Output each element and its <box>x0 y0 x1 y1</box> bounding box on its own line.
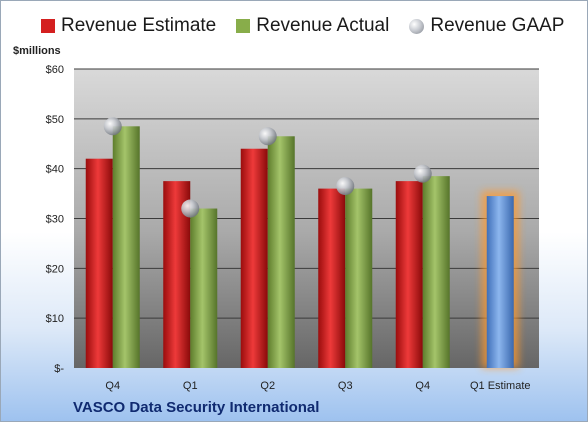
bar-estimate <box>395 181 423 368</box>
x-tick-label: Q4 <box>105 380 120 392</box>
x-tick-label: Q2 <box>260 380 275 392</box>
gaap-marker <box>258 127 277 146</box>
company-name: VASCO Data Security International <box>73 399 320 416</box>
gaap-marker <box>181 199 200 218</box>
y-tick-label: $- <box>54 363 64 375</box>
grid-lines <box>74 68 539 319</box>
legend: Revenue Estimate Revenue Actual Revenue … <box>41 15 584 37</box>
legend-item-estimate: Revenue Estimate <box>41 15 216 37</box>
y-axis-ticks: $- $10 $20 $30 $40 $50 $60 <box>46 64 65 375</box>
legend-item-gaap: Revenue GAAP <box>409 15 564 37</box>
y-tick-label: $40 <box>46 164 64 176</box>
bar-actual <box>422 176 450 368</box>
gaap-markers <box>103 117 432 218</box>
y-tick-label: $30 <box>46 214 64 226</box>
legend-label-actual: Revenue Actual <box>256 15 390 36</box>
y-axis-unit: $millions <box>13 45 61 57</box>
legend-marker-gaap <box>409 18 425 34</box>
legend-swatch-estimate <box>41 19 55 33</box>
x-tick-label: Q1 <box>183 380 198 392</box>
legend-label-gaap: Revenue GAAP <box>430 15 565 36</box>
gaap-marker <box>413 164 432 183</box>
bar-actual <box>190 208 218 368</box>
y-tick-label: $10 <box>46 313 64 325</box>
x-tick-label: Q4 <box>415 380 430 392</box>
gaap-marker <box>103 117 122 136</box>
bar-actual <box>345 188 373 368</box>
legend-item-actual: Revenue Actual <box>236 15 389 37</box>
bar-actual <box>112 126 140 368</box>
bar-estimate <box>240 148 268 368</box>
legend-label-estimate: Revenue Estimate <box>61 15 217 36</box>
y-tick-label: $50 <box>46 114 64 126</box>
bar-estimate <box>85 158 113 368</box>
x-tick-label: Q3 <box>338 380 353 392</box>
x-axis-labels: Q4 Q1 Q2 Q3 Q4 Q1 Estimate <box>105 380 530 392</box>
bar-estimate <box>318 188 346 368</box>
y-tick-label: $20 <box>46 263 64 275</box>
bar-future-estimate <box>486 196 514 368</box>
bar-actual <box>267 136 295 368</box>
y-tick-label: $60 <box>46 64 64 76</box>
x-tick-label: Q1 Estimate <box>470 380 531 392</box>
legend-swatch-actual <box>236 19 251 33</box>
gaap-marker <box>336 177 355 196</box>
